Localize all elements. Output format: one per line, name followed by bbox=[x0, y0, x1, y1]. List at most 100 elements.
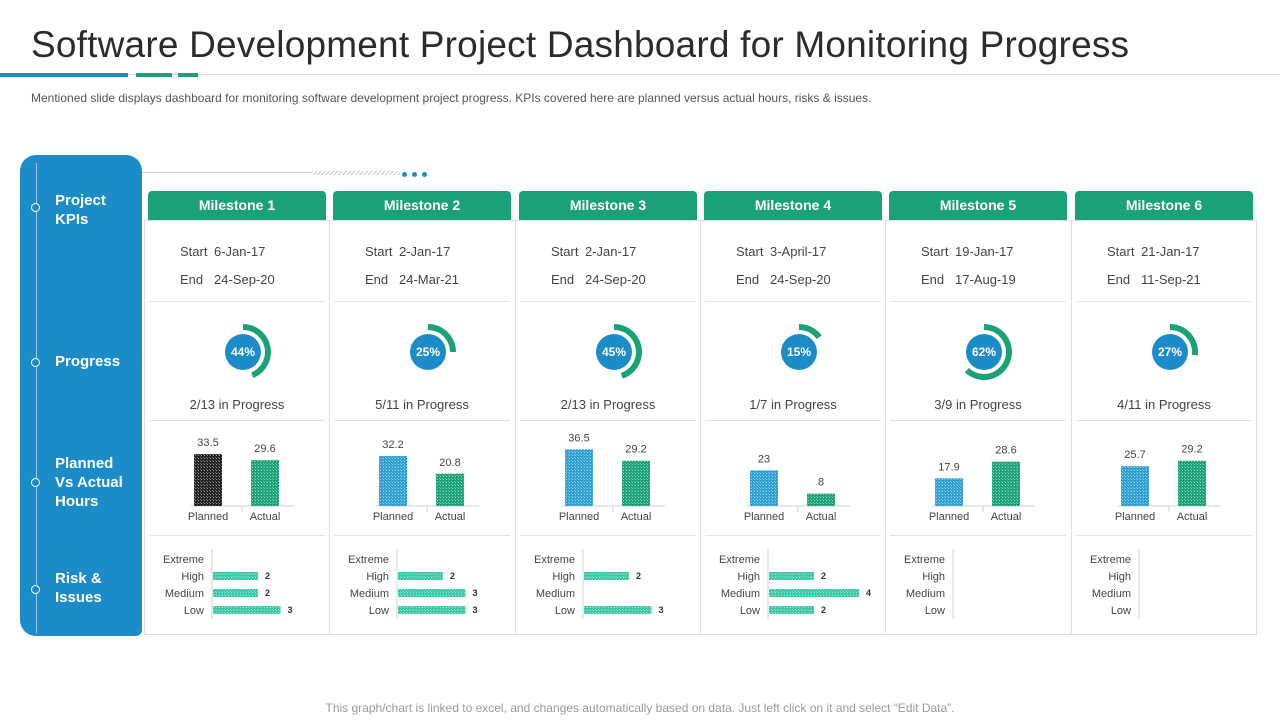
end-date: 17-Aug-19 bbox=[955, 272, 1016, 287]
sidebar: Project KPIs Progress Planned Vs Actual … bbox=[20, 155, 142, 636]
row-divider bbox=[890, 420, 1066, 421]
bar-category-planned: Planned bbox=[188, 511, 228, 523]
bar-planned bbox=[194, 454, 222, 506]
milestone-header: Milestone 6 bbox=[1075, 191, 1253, 220]
row-divider bbox=[890, 535, 1066, 536]
bar-value-planned: 36.5 bbox=[568, 432, 589, 444]
donut-center bbox=[1152, 334, 1188, 370]
milestone-header: Milestone 1 bbox=[148, 191, 326, 220]
risk-level-label: High bbox=[737, 571, 760, 583]
bar-value-actual: 20.8 bbox=[439, 457, 460, 469]
progress-text: 3/9 in Progress bbox=[934, 397, 1022, 412]
risk-level-label: High bbox=[1108, 571, 1131, 583]
milestone-header: Milestone 5 bbox=[889, 191, 1067, 220]
risk-bar bbox=[584, 606, 652, 614]
progress-percent: 27% bbox=[1158, 345, 1182, 359]
column-divider bbox=[700, 220, 701, 635]
row-divider bbox=[1076, 301, 1252, 302]
milestone-dates: Start 2-Jan-17 End 24-Sep-20 bbox=[551, 238, 646, 294]
connector-dot bbox=[402, 172, 407, 177]
risk-bar bbox=[398, 606, 466, 614]
end-label: End bbox=[180, 272, 204, 287]
start-date: 19-Jan-17 bbox=[955, 244, 1014, 259]
risk-value: 3 bbox=[473, 605, 478, 615]
bar-value-planned: 23 bbox=[758, 453, 770, 465]
bar-category-actual: Actual bbox=[806, 511, 837, 523]
bar-value-actual: 8 bbox=[818, 477, 824, 489]
bar-category-planned: Planned bbox=[929, 511, 969, 523]
row-divider bbox=[705, 420, 881, 421]
milestone-column: Milestone 1 Start 6-Jan-17 End 24-Sep-20 44% 2… bbox=[144, 190, 330, 635]
hours-bar-chart: 23 Planned 8 Actual bbox=[744, 453, 850, 523]
row-divider bbox=[1076, 535, 1252, 536]
donut-center bbox=[781, 334, 817, 370]
risk-bar bbox=[769, 572, 814, 580]
end-date: 24-Sep-20 bbox=[214, 272, 275, 287]
sidebar-label-hours: Planned Vs Actual Hours bbox=[55, 455, 123, 510]
end-label: End bbox=[365, 272, 389, 287]
start-label: Start bbox=[551, 244, 579, 259]
donut-center bbox=[596, 334, 632, 370]
bar-actual bbox=[251, 460, 279, 506]
end-date: 11-Sep-21 bbox=[1141, 272, 1201, 287]
bar-value-planned: 33.5 bbox=[197, 437, 218, 449]
sidebar-dot-progress bbox=[31, 358, 40, 367]
progress-donut: 25% bbox=[406, 324, 456, 374]
progress-donut: 27% bbox=[1148, 324, 1198, 374]
donut-center bbox=[225, 334, 261, 370]
row-divider bbox=[1076, 420, 1252, 421]
risk-level-label: Low bbox=[369, 605, 389, 617]
row-divider bbox=[890, 301, 1066, 302]
bar-actual bbox=[807, 493, 835, 506]
end-date: 24-Mar-21 bbox=[399, 272, 459, 287]
row-divider bbox=[334, 301, 510, 302]
bar-category-actual: Actual bbox=[250, 511, 281, 523]
risk-bar bbox=[769, 606, 814, 614]
bar-category-actual: Actual bbox=[621, 511, 652, 523]
row-divider bbox=[149, 420, 325, 421]
connector-hatch bbox=[312, 171, 400, 175]
milestone-column: Milestone 6 Start 21-Jan-17 End 11-Sep-21 27%… bbox=[1071, 190, 1257, 635]
row-divider bbox=[520, 535, 696, 536]
connector-line bbox=[142, 172, 400, 173]
risk-bar bbox=[398, 589, 466, 597]
risk-chart: Extreme High Medium Low bbox=[1090, 549, 1140, 619]
progress-text: 2/13 in Progress bbox=[560, 397, 656, 412]
start-row: Start 2-Jan-17 bbox=[365, 238, 459, 266]
progress-text: 5/11 in Progress bbox=[375, 397, 469, 412]
progress-text: 2/13 in Progress bbox=[189, 397, 285, 412]
milestone-header: Milestone 4 bbox=[704, 191, 882, 220]
end-date: 24-Sep-20 bbox=[585, 272, 646, 287]
milestone-dates: Start 2-Jan-17 End 24-Mar-21 bbox=[365, 238, 459, 294]
risk-level-label: Medium bbox=[350, 588, 389, 600]
risk-level-label: High bbox=[552, 571, 575, 583]
risk-value: 2 bbox=[265, 588, 270, 598]
milestone-column: Milestone 3 Start 2-Jan-17 End 24-Sep-20 45% 2… bbox=[515, 190, 701, 635]
bar-value-actual: 29.6 bbox=[254, 443, 275, 455]
progress-text: 1/7 in Progress bbox=[749, 397, 837, 412]
milestone-dates: Start 3-April-17 End 24-Sep-20 bbox=[736, 238, 831, 294]
risk-value: 2 bbox=[450, 571, 455, 581]
end-label: End bbox=[551, 272, 575, 287]
column-divider bbox=[329, 220, 330, 635]
milestone-column: Milestone 5 Start 19-Jan-17 End 17-Aug-19 62%… bbox=[885, 190, 1071, 635]
progress-percent: 45% bbox=[602, 345, 626, 359]
sidebar-dot-hours bbox=[31, 478, 40, 487]
connector-dot bbox=[422, 172, 427, 177]
start-date: 2-Jan-17 bbox=[399, 244, 451, 259]
risk-level-label: Low bbox=[925, 605, 945, 617]
milestone-dates: Start 21-Jan-17 End 11-Sep-21 bbox=[1107, 238, 1201, 294]
page-title: Software Development Project Dashboard f… bbox=[31, 24, 1130, 65]
start-label: Start bbox=[1107, 244, 1135, 259]
row-divider bbox=[149, 535, 325, 536]
risk-level-label: Extreme bbox=[163, 554, 204, 566]
end-row: End 11-Sep-21 bbox=[1107, 266, 1201, 294]
milestone-column: Milestone 2 Start 2-Jan-17 End 24-Mar-21 25% 5… bbox=[329, 190, 515, 635]
end-row: End 24-Sep-20 bbox=[180, 266, 275, 294]
risk-level-label: Extreme bbox=[719, 554, 760, 566]
milestone-dates: Start 19-Jan-17 End 17-Aug-19 bbox=[921, 238, 1016, 294]
start-date: 3-April-17 bbox=[770, 244, 827, 259]
start-row: Start 21-Jan-17 bbox=[1107, 238, 1201, 266]
start-label: Start bbox=[736, 244, 764, 259]
risk-chart: Extreme High 2 Medium 3 Low 3 bbox=[348, 549, 478, 619]
